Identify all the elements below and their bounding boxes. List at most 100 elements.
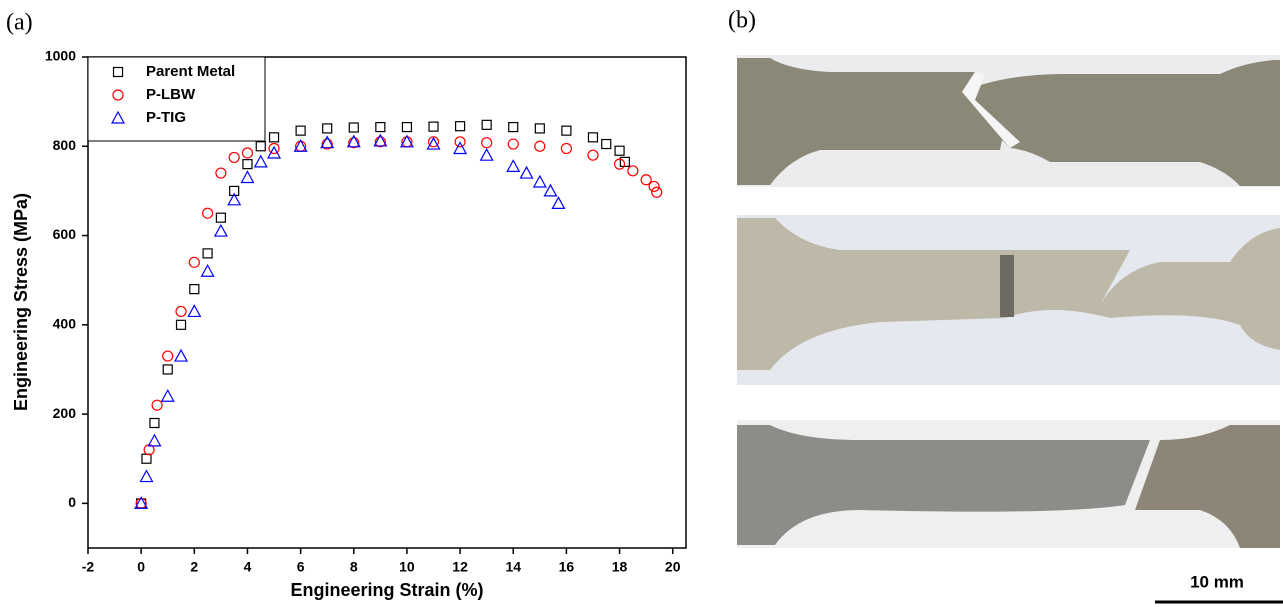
scale-label: 10 mm — [1190, 572, 1244, 591]
y-tick-label: 0 — [68, 494, 76, 510]
data-point — [253, 154, 268, 168]
data-point — [587, 149, 599, 161]
legend-label: P-LBW — [146, 86, 196, 103]
data-point — [321, 138, 333, 150]
data-point — [227, 192, 242, 206]
photo — [737, 215, 1280, 385]
data-point — [229, 185, 240, 197]
data-point — [215, 167, 227, 179]
y-tick-label: 800 — [53, 137, 77, 153]
data-point — [561, 125, 572, 136]
plot-frame — [87, 56, 687, 549]
legend — [87, 56, 266, 142]
data-point — [268, 142, 280, 155]
y-axis-title: Engineering Stress (MPa) — [11, 193, 31, 411]
data-point — [648, 180, 660, 193]
data-point — [202, 248, 213, 259]
data-point — [160, 388, 175, 402]
data-point — [375, 121, 386, 133]
data-point — [481, 119, 492, 130]
y-tick-label: 1000 — [45, 48, 76, 64]
data-point — [348, 122, 359, 133]
data-point — [134, 496, 149, 509]
data-point — [141, 453, 152, 464]
data-point — [532, 174, 547, 188]
legend-label: Parent Metal — [146, 63, 235, 80]
x-tick-label: 14 — [505, 559, 521, 575]
data-point — [534, 123, 545, 134]
panel-label: (b) — [728, 8, 756, 34]
legend-marker — [110, 110, 126, 124]
y-tick-label: 400 — [53, 316, 77, 332]
data-point — [614, 145, 625, 156]
data-point — [627, 165, 639, 177]
data-point — [651, 186, 663, 198]
data-point — [151, 399, 163, 411]
data-point — [373, 133, 388, 147]
data-point — [534, 140, 546, 152]
data-point — [453, 141, 468, 155]
data-point — [200, 264, 215, 277]
data-point — [175, 305, 187, 318]
x-tick-label: 4 — [244, 559, 252, 575]
data-point — [293, 139, 308, 152]
data-point — [560, 142, 573, 155]
data-point — [147, 433, 162, 447]
data-point — [175, 319, 187, 330]
data-point — [479, 147, 494, 161]
data-point — [507, 138, 519, 150]
x-axis-title: Engineering Strain (%) — [290, 580, 483, 600]
data-point — [543, 183, 558, 197]
x-tick-label: 6 — [297, 559, 305, 575]
data-point — [228, 151, 240, 164]
data-point — [508, 121, 519, 133]
photo — [737, 420, 1280, 548]
data-point — [454, 121, 466, 132]
x-tick-label: 20 — [665, 559, 681, 575]
x-tick-label: 12 — [452, 559, 468, 575]
data-point — [320, 135, 335, 149]
data-point — [202, 207, 214, 219]
data-point — [619, 156, 630, 167]
data-point — [322, 123, 333, 134]
data-point — [506, 159, 521, 172]
data-point — [240, 170, 255, 184]
x-tick-label: 16 — [559, 559, 575, 575]
x-tick-label: 10 — [399, 559, 415, 575]
data-point — [551, 196, 566, 210]
x-tick-label: 18 — [612, 559, 628, 575]
legend-marker — [112, 89, 124, 101]
data-point — [139, 469, 154, 483]
data-point — [213, 223, 228, 237]
data-point — [587, 132, 599, 143]
data-point — [374, 136, 386, 148]
y-tick-label: 200 — [53, 405, 77, 421]
data-point — [268, 132, 280, 143]
data-point — [640, 174, 652, 186]
panel-label: (a) — [6, 10, 33, 36]
data-point — [267, 145, 282, 159]
data-point — [241, 147, 254, 159]
x-tick-label: 2 — [190, 559, 198, 575]
data-point — [242, 159, 253, 170]
data-point — [426, 136, 441, 150]
legend-label: P-TIG — [146, 109, 186, 126]
data-point — [295, 125, 306, 136]
data-point — [399, 134, 414, 148]
data-point — [401, 121, 413, 133]
x-tick-label: 0 — [137, 559, 145, 575]
legend-marker — [112, 66, 124, 78]
data-point — [187, 304, 202, 318]
data-point — [255, 141, 266, 152]
data-point — [215, 212, 226, 223]
x-tick-label: -2 — [82, 559, 95, 575]
data-point — [481, 137, 493, 149]
data-point — [519, 165, 534, 179]
data-point — [346, 134, 361, 148]
data-point — [188, 256, 200, 268]
data-point — [189, 284, 200, 295]
x-tick-label: 8 — [350, 559, 358, 575]
data-point — [428, 121, 439, 132]
data-point — [149, 417, 160, 429]
